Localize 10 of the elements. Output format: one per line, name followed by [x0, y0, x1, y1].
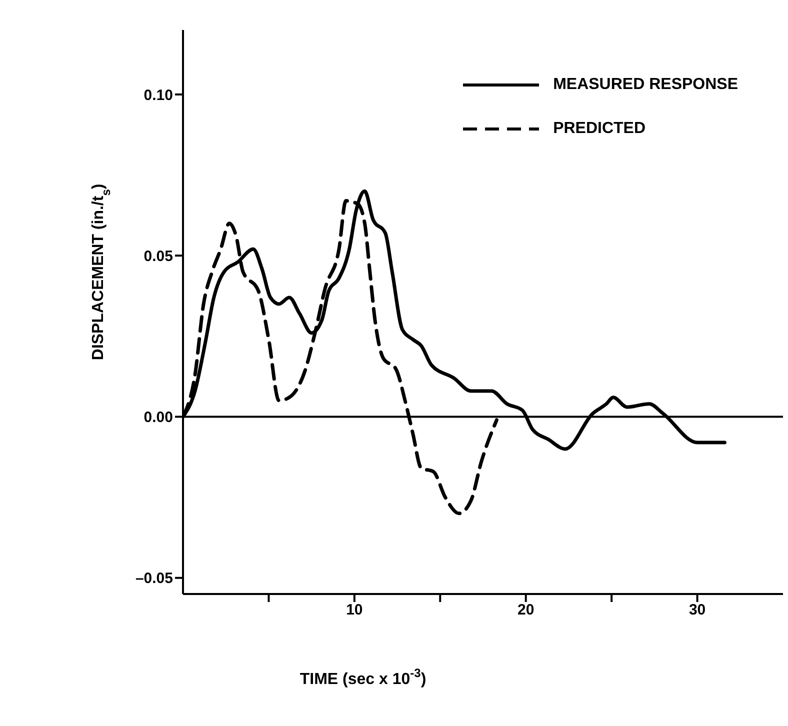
- legend-label: MEASURED RESPONSE: [553, 76, 738, 94]
- y-tick-label: 0.05: [144, 248, 173, 265]
- y-tick-label: 0.00: [144, 409, 173, 426]
- y-tick-label: 0.10: [144, 86, 173, 104]
- x-tick-label: 10: [346, 602, 363, 619]
- x-tick-label: 30: [688, 602, 706, 619]
- y-tick-label: –0.05: [135, 570, 173, 588]
- x-axis-title: TIME (sec x 10$^{-3}$): [300, 666, 426, 688]
- legend-label: PREDICTED: [553, 120, 646, 138]
- x-tick-label: 20: [518, 602, 534, 619]
